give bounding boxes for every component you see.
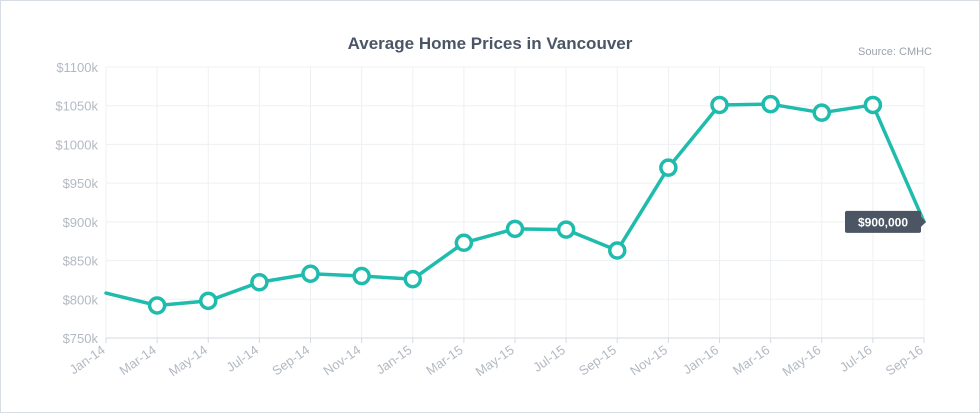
x-tick-label: Jan-16 [680,342,721,377]
x-tick-label: Jan-14 [67,342,108,377]
x-tick-label: Nov-15 [627,342,670,378]
x-tick-label: Nov-14 [320,342,363,378]
data-point [659,158,678,177]
data-point [454,233,474,253]
x-tick-label: Sep-15 [576,342,619,378]
x-tick-label: Sep-16 [883,342,926,378]
tooltip-text: $900,000 [858,215,908,229]
x-tick-label: Mar-16 [730,342,772,378]
data-point [710,95,729,115]
data-point [608,241,627,260]
chart-title: Average Home Prices in Vancouver [347,34,633,53]
x-tick-label: Sep-14 [269,342,312,378]
y-tick-label: $1050k [55,99,98,114]
x-tick-label: Mar-14 [117,342,159,378]
data-point [199,291,218,311]
data-point [403,269,422,289]
tooltip-pointer [921,216,926,227]
data-point [812,103,831,122]
y-tick-label: $950k [63,176,99,191]
data-point [250,273,269,292]
y-tick-label: $1100k [56,60,98,75]
x-tick-label: Jul-14 [223,342,261,375]
x-tick-label: May-16 [779,342,823,379]
y-tick-label: $1000k [55,137,98,152]
x-tick-label: Jan-15 [373,342,414,377]
x-tick-label: Jul-16 [837,342,875,375]
y-tick-label: $800k [63,292,99,307]
y-tick-label: $750k [63,331,99,346]
data-point [761,94,780,114]
data-point [147,296,167,315]
x-tick-label: May-14 [166,342,210,379]
data-point [352,266,371,286]
y-tick-label: $850k [63,254,99,269]
x-tick-label: Jul-15 [530,342,568,375]
data-point [301,264,320,283]
x-tick-label: May-15 [473,342,517,379]
x-tick-label: Mar-15 [423,342,465,378]
data-point [556,220,576,239]
tooltip: $900,000 [845,210,926,233]
chart-source: Source: CMHC [858,46,932,58]
data-point [863,95,883,115]
data-point [505,219,525,239]
y-tick-label: $900k [63,215,99,230]
tooltip-box [845,210,921,233]
